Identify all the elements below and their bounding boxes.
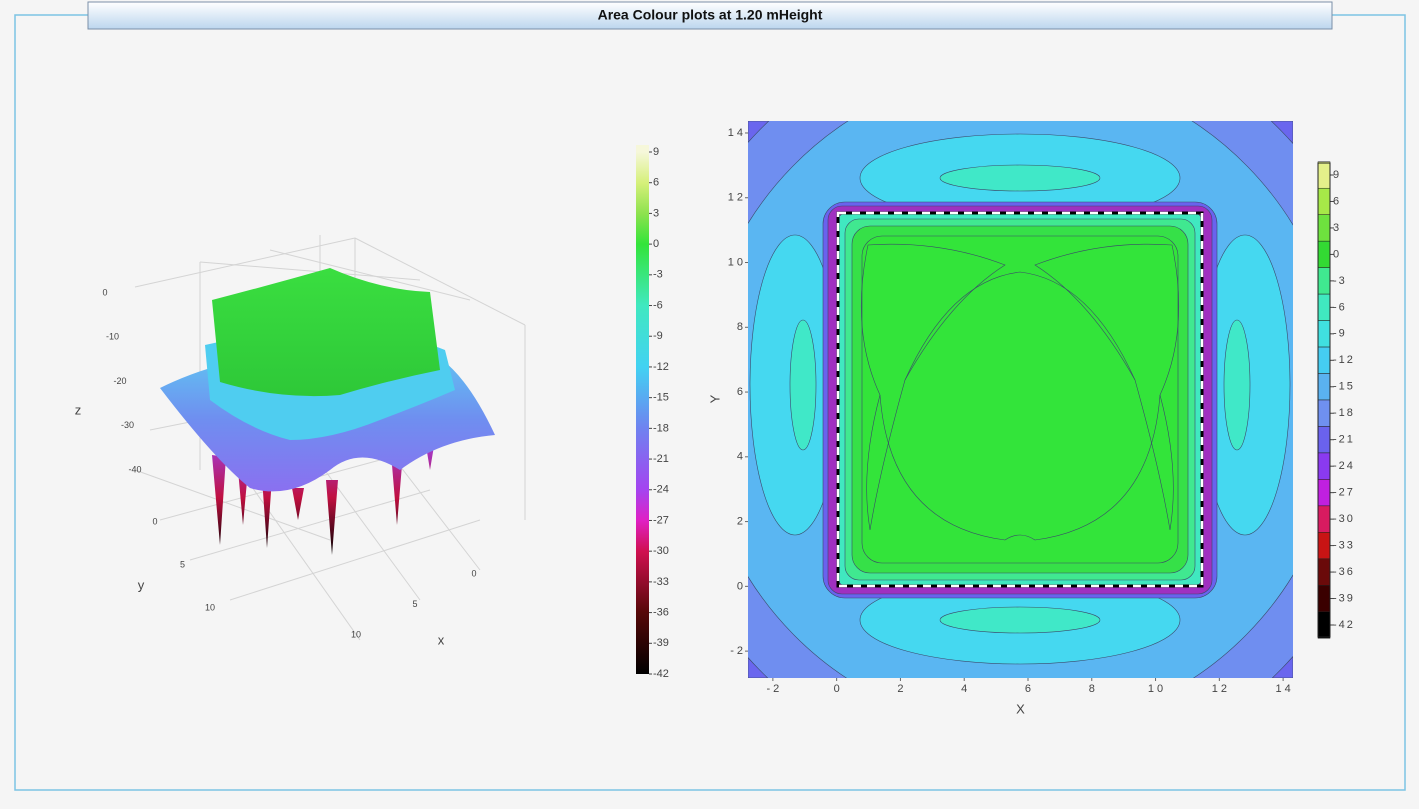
y-tick-label: 10	[205, 602, 215, 612]
colorbar-band	[1317, 452, 1331, 480]
y-tick-label: 0	[737, 580, 746, 592]
colorbar-band	[1317, 293, 1331, 321]
y-tick-label: 8	[737, 321, 746, 333]
z-tick-label: -30	[121, 420, 134, 430]
colorbar-tick-label: 3	[653, 207, 659, 219]
colorbar-tick-label: -12	[653, 361, 669, 373]
colorbar-tick-label: -9	[653, 330, 663, 342]
colorbar-tick-label: 0	[1333, 248, 1341, 260]
colorbar-band	[1317, 611, 1331, 639]
colorbar-tick-label: -18	[1333, 407, 1355, 419]
x-axis-title: X	[1016, 701, 1025, 716]
colorbar-band	[1317, 214, 1331, 242]
surface	[160, 268, 495, 555]
z-tick-label: -40	[128, 464, 141, 474]
x-axis-title: x	[438, 632, 445, 647]
x-tick-label: 8	[1089, 683, 1098, 695]
x-tick-label: 10	[351, 629, 361, 639]
colorbar-tick-label: 6	[653, 177, 659, 189]
colorbar-band	[1317, 505, 1331, 533]
y-tick-label: 10	[728, 256, 746, 268]
colorbar-tick-label: -21	[1333, 434, 1355, 446]
colorbar-band	[1317, 558, 1331, 586]
colorbar-tick-label: 6	[1333, 195, 1341, 207]
colorbar-band	[1317, 532, 1331, 560]
colorbar-tick-label: -24	[653, 484, 669, 496]
y-tick-label: 4	[737, 451, 746, 463]
colorbar-tick-label: -30	[653, 545, 669, 557]
colorbar-tick-label: -3	[653, 269, 663, 281]
colorbar-tick-label: -42	[653, 668, 669, 680]
x-tick-label: 4	[961, 683, 970, 695]
colorbar-tick-label: -33	[1333, 539, 1355, 551]
colorbar-band	[1317, 426, 1331, 454]
z-axis-title: z	[75, 402, 82, 417]
y-tick-label: 6	[737, 386, 746, 398]
y-axis-title: Y	[707, 394, 722, 403]
colorbar-tick-label: -27	[1333, 487, 1355, 499]
colorbar-tick-label: -36	[1333, 566, 1355, 578]
colorbar-tick-label: -15	[1333, 381, 1355, 393]
colorbar-tick-label: -42	[1333, 619, 1355, 631]
colorbar-tick-label: -6	[1333, 301, 1347, 313]
colorbar-band	[1317, 346, 1331, 374]
colorbar-band	[1317, 187, 1331, 215]
colorbar-band	[1317, 320, 1331, 348]
colorbar-tick-label: -21	[653, 453, 669, 465]
x-tick-label: -2	[766, 683, 782, 695]
colorbar-tick-label: -39	[653, 637, 669, 649]
colorbar-tick-label: -15	[653, 392, 669, 404]
colorbar-tick-label: -12	[1333, 354, 1355, 366]
colorbar-band	[1317, 399, 1331, 427]
x-tick-label: 6	[1025, 683, 1034, 695]
colorbar-band	[1317, 240, 1331, 268]
y-axis-title: y	[138, 577, 145, 592]
colorbar-tick-label: 9	[653, 146, 659, 158]
x-tick-label: 14	[1275, 683, 1293, 695]
colorbar-tick-label: -18	[653, 422, 669, 434]
title-bar	[87, 1, 1333, 30]
x-tick-label: 2	[897, 683, 906, 695]
colorbar-tick-label: 0	[653, 238, 659, 250]
z-tick-label: 0	[102, 287, 107, 297]
x-tick-label: 0	[471, 568, 476, 578]
colorbar-tick-label: -3	[1333, 275, 1347, 287]
contour-field	[748, 121, 1293, 678]
z-tick-label: -10	[106, 332, 119, 342]
x-tick-label: 0	[834, 683, 843, 695]
colorbar-band	[1317, 161, 1331, 189]
z-tick-label: -20	[113, 376, 126, 386]
colorbar-tick-label: 3	[1333, 222, 1341, 234]
colorbar-tick-label: -33	[653, 576, 669, 588]
colorbar-band	[1317, 267, 1331, 295]
colorbar-tick-label: 9	[1333, 169, 1341, 181]
y-tick-label: 5	[180, 559, 185, 569]
colorbar-tick-label: -36	[653, 606, 669, 618]
colorbar-band	[1317, 479, 1331, 507]
x-tick-label: 10	[1148, 683, 1166, 695]
colorbar-frame	[1317, 162, 1331, 638]
y-tick-label: 14	[728, 127, 746, 139]
colorbar-band	[1317, 373, 1331, 401]
colorbar-tick-label: -6	[653, 299, 663, 311]
x-tick-label: 12	[1212, 683, 1230, 695]
y-tick-label: 2	[737, 515, 746, 527]
colorbar-tick-label: -30	[1333, 513, 1355, 525]
panel-title: Area Colour plots at 1.20 mHeight	[598, 7, 823, 23]
colorbar-tick-label: -24	[1333, 460, 1355, 472]
x-tick-label: 5	[412, 599, 417, 609]
y-tick-label: 0	[152, 516, 157, 526]
colorbar-tick-label: -27	[653, 514, 669, 526]
colorbar	[636, 145, 649, 674]
colorbar-band	[1317, 585, 1331, 613]
colorbar-tick-label: -9	[1333, 328, 1347, 340]
y-tick-label: 12	[728, 192, 746, 204]
colorbar-tick-label: -39	[1333, 592, 1355, 604]
y-tick-label: -2	[730, 645, 746, 657]
